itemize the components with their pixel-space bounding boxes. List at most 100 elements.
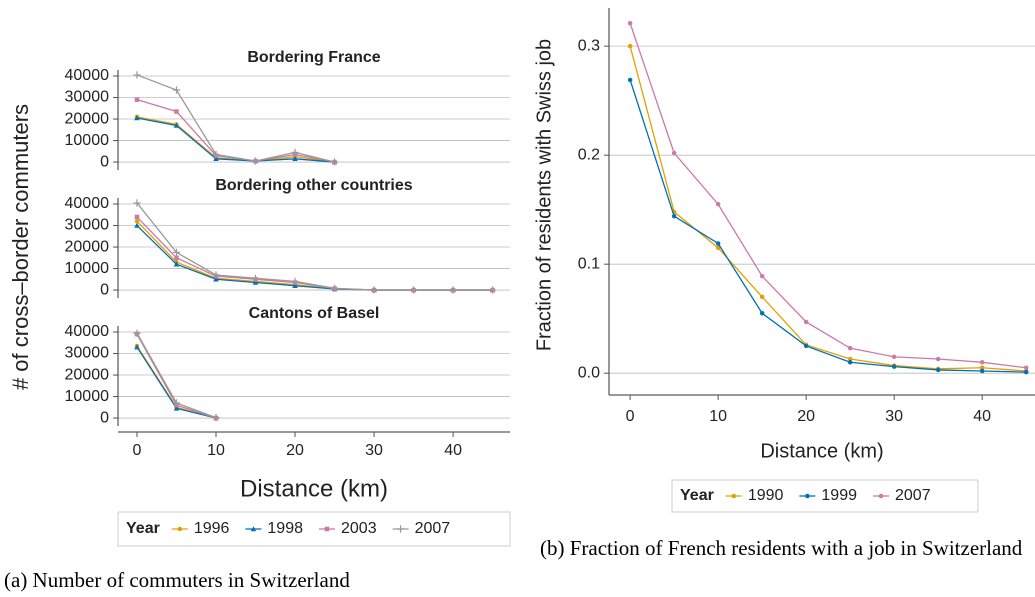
series-line	[136, 225, 493, 291]
marker	[715, 245, 721, 251]
marker	[671, 213, 677, 219]
marker	[847, 345, 853, 351]
series-line	[629, 23, 1027, 369]
marker	[291, 277, 299, 286]
marker	[134, 97, 140, 102]
marker	[449, 286, 457, 294]
y-tick-label: 0.3	[578, 37, 600, 54]
marker	[759, 273, 765, 279]
marker	[803, 319, 809, 325]
marker	[177, 526, 183, 532]
marker	[731, 493, 737, 499]
marker	[174, 255, 179, 261]
marker	[409, 286, 418, 294]
x-tick-label: 0	[626, 408, 635, 425]
x-tick-label: 0	[133, 442, 142, 459]
facet-title: Cantons of Basel	[249, 305, 380, 322]
marker	[173, 122, 180, 128]
marker	[330, 158, 339, 166]
marker	[134, 214, 140, 220]
marker	[213, 276, 219, 282]
marker	[847, 360, 853, 365]
y-tick-label: 30000	[65, 217, 110, 234]
facet-title: Bordering France	[247, 49, 380, 66]
marker	[1023, 369, 1029, 375]
y-tick-label: 40000	[65, 67, 110, 84]
series-line	[629, 79, 1027, 373]
legend-label: 1999	[821, 487, 857, 504]
marker	[488, 286, 497, 294]
legend-label: 2007	[415, 520, 451, 537]
marker	[330, 284, 339, 292]
marker	[803, 343, 809, 349]
series-line	[136, 99, 335, 163]
x-axis-label: Distance (km)	[760, 440, 883, 462]
marker	[891, 354, 897, 360]
x-tick-label: 20	[286, 442, 304, 459]
legend-label: 1990	[748, 487, 784, 504]
marker	[212, 413, 220, 422]
marker	[891, 364, 897, 369]
marker	[715, 241, 721, 246]
y-tick-label: 20000	[65, 110, 110, 127]
legend-label: 2003	[341, 520, 377, 537]
marker	[172, 399, 181, 407]
marker	[292, 282, 298, 288]
y-tick-label: 0	[100, 281, 109, 298]
x-axis-label: Distance (km)	[240, 475, 388, 502]
marker	[759, 294, 765, 300]
x-tick-label: 30	[885, 408, 903, 425]
marker	[370, 286, 378, 294]
y-tick-label: 0.1	[578, 255, 600, 272]
marker	[174, 109, 179, 114]
y-tick-label: 0	[100, 153, 109, 170]
marker	[252, 279, 259, 285]
marker	[979, 360, 985, 365]
y-tick-label: 20000	[65, 238, 110, 255]
y-tick-label: 0.0	[578, 364, 600, 381]
marker	[805, 493, 810, 499]
y-tick-label: 10000	[65, 132, 110, 149]
y-tick-label: 30000	[65, 89, 110, 106]
legend-label: 1998	[267, 520, 303, 537]
marker	[715, 201, 721, 207]
marker	[324, 526, 330, 532]
marker	[627, 77, 633, 83]
marker	[1023, 365, 1029, 370]
y-axis-label: # of cross–border commuters	[8, 104, 33, 390]
marker	[250, 526, 257, 532]
marker	[291, 148, 299, 157]
series-line	[136, 117, 335, 163]
marker	[979, 365, 985, 370]
marker	[671, 150, 677, 156]
x-tick-label: 20	[797, 408, 815, 425]
marker	[213, 156, 219, 162]
y-axis-label: Fraction of residents with Swiss job	[533, 39, 555, 351]
marker	[878, 493, 884, 499]
series-line	[136, 216, 493, 291]
legend-label: 2007	[895, 487, 931, 504]
y-tick-label: 10000	[65, 388, 110, 405]
x-tick-label: 10	[207, 442, 225, 459]
marker	[173, 261, 180, 267]
marker	[133, 329, 141, 337]
x-tick-label: 10	[709, 408, 727, 425]
marker	[134, 218, 140, 224]
marker	[396, 525, 405, 533]
marker	[979, 368, 985, 374]
marker	[292, 156, 298, 162]
marker	[627, 21, 633, 26]
marker	[212, 150, 220, 159]
y-tick-label: 40000	[65, 195, 110, 212]
marker	[133, 71, 141, 79]
series-line	[136, 202, 493, 291]
y-tick-label: 0.2	[578, 146, 600, 163]
y-tick-label: 40000	[65, 323, 110, 340]
caption: (a) Number of commuters in Switzerland	[4, 568, 350, 592]
facet-title: Bordering other countries	[215, 177, 412, 194]
legend-label: 1996	[194, 520, 230, 537]
marker	[212, 271, 220, 279]
x-tick-label: 40	[973, 408, 991, 425]
